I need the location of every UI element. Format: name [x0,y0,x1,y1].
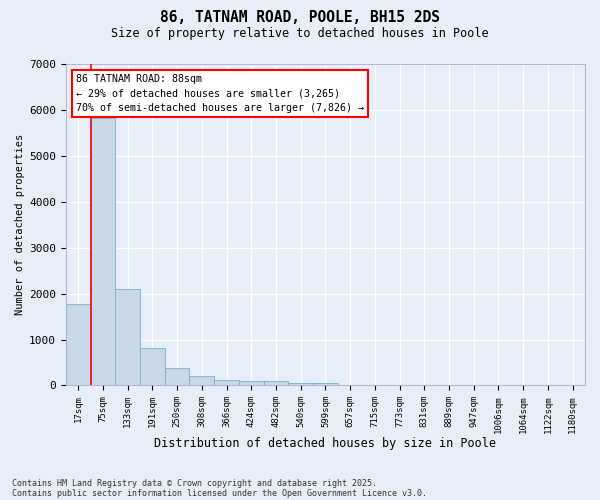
Bar [115,290,140,386]
Text: 86, TATNAM ROAD, POOLE, BH15 2DS: 86, TATNAM ROAD, POOLE, BH15 2DS [160,10,440,25]
Bar [313,383,338,386]
X-axis label: Distribution of detached houses by size in Poole: Distribution of detached houses by size … [154,437,496,450]
Text: Contains public sector information licensed under the Open Government Licence v3: Contains public sector information licen… [12,488,427,498]
Bar [190,376,214,386]
Bar [91,118,115,386]
Bar [214,380,239,386]
Text: Size of property relative to detached houses in Poole: Size of property relative to detached ho… [111,28,489,40]
Bar [289,382,313,386]
Bar [239,380,263,386]
Text: 86 TATNAM ROAD: 88sqm
← 29% of detached houses are smaller (3,265)
70% of semi-d: 86 TATNAM ROAD: 88sqm ← 29% of detached … [76,74,364,113]
Y-axis label: Number of detached properties: Number of detached properties [15,134,25,316]
Bar [66,304,91,386]
Bar [140,348,165,386]
Bar [263,382,289,386]
Text: Contains HM Land Registry data © Crown copyright and database right 2025.: Contains HM Land Registry data © Crown c… [12,478,377,488]
Bar [165,368,190,386]
